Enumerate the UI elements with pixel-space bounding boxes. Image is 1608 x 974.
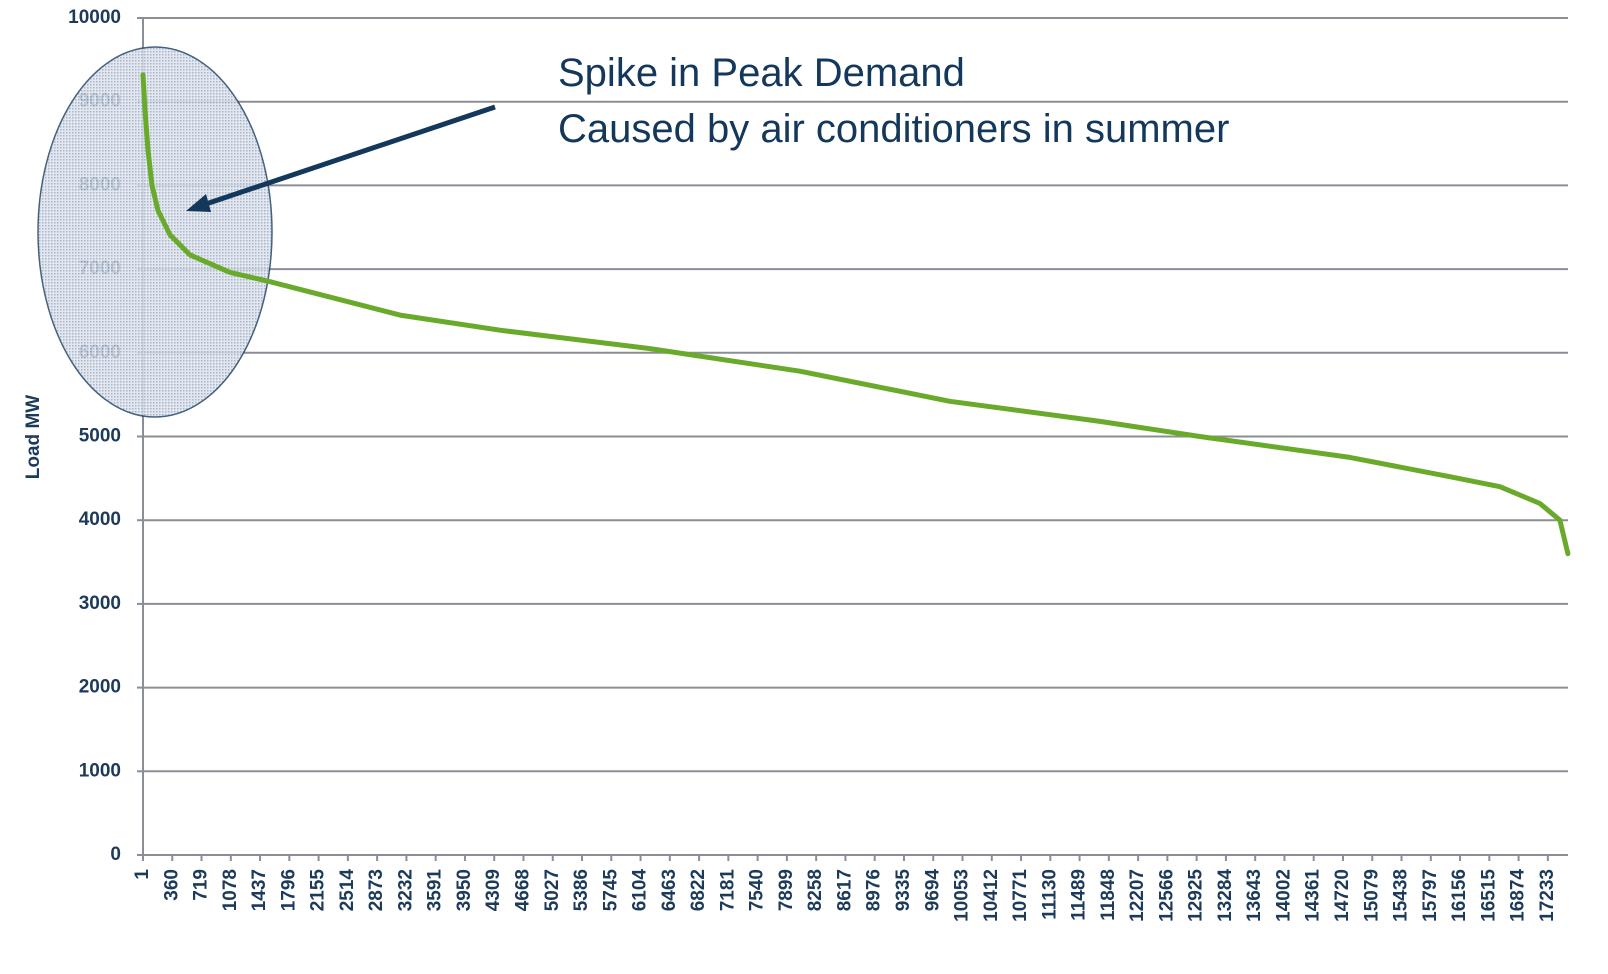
x-tick-label: 3232 xyxy=(395,869,416,911)
x-tick-label: 1078 xyxy=(220,869,241,911)
annotation: Spike in Peak Demand xyxy=(558,51,965,95)
highlight-ellipse xyxy=(37,46,273,418)
y-tick-label: 4000 xyxy=(79,509,121,530)
y-tick-label: 0 xyxy=(110,844,121,865)
x-tick-label: 5386 xyxy=(571,869,592,911)
x-tick-label: 14361 xyxy=(1303,869,1324,922)
x-tick-label: 6463 xyxy=(659,869,680,911)
x-tick-label: 2514 xyxy=(337,869,358,912)
y-axis-label: Load MW xyxy=(23,395,44,479)
x-tick-label: 1437 xyxy=(249,869,270,911)
x-tick-label: 360 xyxy=(161,869,182,901)
x-tick-label: 14002 xyxy=(1273,869,1294,922)
x-tick-label: 8258 xyxy=(805,869,826,911)
x-tick-label: 9694 xyxy=(922,869,943,912)
x-tick-label: 4309 xyxy=(483,869,504,911)
y-tick-label: 1000 xyxy=(79,760,121,781)
x-tick-label: 2873 xyxy=(366,869,387,911)
load-curve xyxy=(140,72,1571,557)
x-tick-label: 5027 xyxy=(542,869,563,911)
x-tick-label: 719 xyxy=(191,869,212,901)
x-tick-label: 13643 xyxy=(1244,869,1265,922)
x-tick-label: 15438 xyxy=(1391,869,1412,922)
x-tick-label: 6822 xyxy=(688,869,709,911)
x-tick-label: 8617 xyxy=(834,869,855,911)
x-tick-label: 14720 xyxy=(1332,869,1353,922)
x-tick-label: 12207 xyxy=(1127,869,1148,922)
x-tick-label: 12566 xyxy=(1156,869,1177,922)
annotation-arrow xyxy=(186,104,496,212)
x-tick-label: 8976 xyxy=(864,869,885,911)
x-tick-label: 7899 xyxy=(776,869,797,911)
x-tick-label: 12925 xyxy=(1186,869,1207,922)
x-tick-label: 15079 xyxy=(1361,869,1382,922)
y-tick-label: 2000 xyxy=(79,677,121,698)
x-tick-label: 11130 xyxy=(1039,869,1060,920)
x-tick-label: 10771 xyxy=(1010,869,1031,922)
x-tick-label: 16156 xyxy=(1449,869,1470,922)
plot xyxy=(140,72,1571,557)
x-tick-label: 1796 xyxy=(278,869,299,911)
x-tick-label: 5745 xyxy=(600,869,621,912)
x-tick-label: 17233 xyxy=(1537,869,1558,922)
x-tick-label: 6104 xyxy=(630,869,651,912)
y-tick-label: 3000 xyxy=(79,593,121,614)
x-tick-label: 1 xyxy=(132,869,153,880)
x-tick-label: 11489 xyxy=(1069,869,1090,921)
x-tick-label: 15797 xyxy=(1420,869,1441,922)
y-tick-label: 10000 xyxy=(68,7,121,28)
x-tick-label: 11848 xyxy=(1098,869,1119,921)
x-tick-label: 2155 xyxy=(308,869,329,912)
x-tick-label: 9335 xyxy=(893,869,914,912)
x-tick-label: 3950 xyxy=(454,869,475,911)
x-tick-label: 10412 xyxy=(981,869,1002,922)
x-tick-label: 4668 xyxy=(512,869,533,911)
x-tick-label: 7540 xyxy=(747,869,768,911)
x-tick-label: 13284 xyxy=(1215,869,1236,922)
y-tick-label: 5000 xyxy=(79,426,121,447)
annotation: Caused by air conditioners in summer xyxy=(558,107,1229,151)
x-tick-label: 3591 xyxy=(425,869,446,912)
x-tick-label: 7181 xyxy=(717,869,738,912)
x-tick-label: 16515 xyxy=(1478,869,1499,922)
x-tick-label: 16874 xyxy=(1508,869,1529,922)
x-tick-label: 10053 xyxy=(952,869,973,922)
